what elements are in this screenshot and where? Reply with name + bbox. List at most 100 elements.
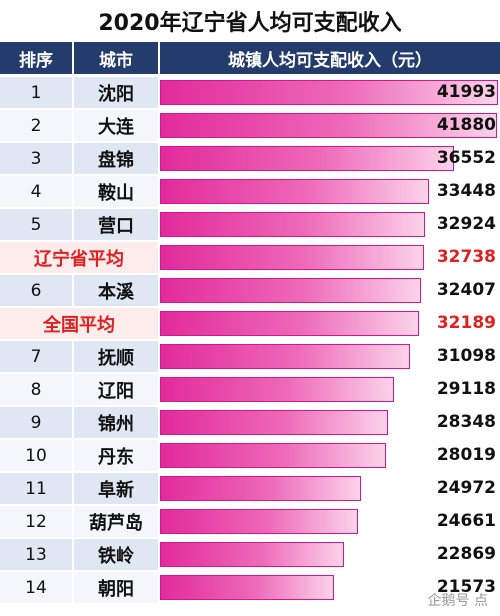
table-row: 9 锦州 28348 [0, 406, 500, 439]
income-bar [160, 113, 497, 138]
rank-cell: 13 [0, 539, 72, 570]
income-bar [160, 443, 386, 468]
income-value-label: 31098 [436, 346, 496, 366]
bar-cell: 36552 [160, 143, 500, 174]
income-bar [160, 509, 358, 534]
table-row: 3 盘锦 36552 [0, 142, 500, 175]
rank-cell: 6 [0, 275, 72, 306]
rank-cell: 14 [0, 572, 72, 603]
income-value-label: 33448 [436, 181, 496, 201]
table-row: 11 阜新 24972 [0, 472, 500, 505]
bar-cell: 31098 [160, 341, 500, 372]
income-value-label: 32407 [436, 280, 496, 300]
average-label: 辽宁省平均 [0, 242, 158, 273]
table-row: 13 铁岭 22869 [0, 538, 500, 571]
bar-cell: 28348 [160, 407, 500, 438]
city-label: 沈阳 [74, 77, 158, 108]
city-label: 铁岭 [74, 539, 158, 570]
header-income: 城镇人均可支配收入（元） [160, 42, 500, 74]
bar-cell: 28019 [160, 440, 500, 471]
bar-cell: 29118 [160, 374, 500, 405]
income-value-label: 28348 [436, 412, 496, 432]
average-label: 全国平均 [0, 308, 158, 339]
income-value-label: 29118 [436, 379, 496, 399]
income-bar [160, 179, 429, 204]
header-rank: 排序 [0, 42, 72, 74]
table-row: 12 葫芦岛 24661 [0, 505, 500, 538]
bar-cell: 32189 [160, 308, 500, 339]
city-label: 丹东 [74, 440, 158, 471]
income-value-label: 24661 [436, 511, 496, 531]
income-value-label: 41880 [436, 115, 496, 135]
city-label: 本溪 [74, 275, 158, 306]
bar-cell: 32924 [160, 209, 500, 240]
income-bar [160, 212, 425, 237]
rank-cell: 10 [0, 440, 72, 471]
table-row: 5 营口 32924 [0, 208, 500, 241]
table-row: 4 鞍山 33448 [0, 175, 500, 208]
bar-cell: 24661 [160, 506, 500, 537]
bar-cell: 21573 [160, 572, 500, 603]
income-bar [160, 146, 454, 171]
city-label: 辽阳 [74, 374, 158, 405]
income-bar [160, 344, 410, 369]
income-bar [160, 410, 388, 435]
page-title: 2020年辽宁省人均可支配收入 [98, 11, 402, 36]
rank-cell: 9 [0, 407, 72, 438]
rank-cell: 8 [0, 374, 72, 405]
table-row: 2 大连 41880 [0, 109, 500, 142]
table-row: 6 本溪 32407 [0, 274, 500, 307]
income-bar [160, 278, 421, 303]
rank-cell: 2 [0, 110, 72, 141]
header-city: 城市 [74, 42, 158, 74]
bar-cell: 33448 [160, 176, 500, 207]
income-bar [160, 80, 498, 105]
city-label: 鞍山 [74, 176, 158, 207]
rank-cell: 5 [0, 209, 72, 240]
city-label: 锦州 [74, 407, 158, 438]
table-row: 10 丹东 28019 [0, 439, 500, 472]
income-value-label: 32924 [436, 214, 496, 234]
rank-cell: 7 [0, 341, 72, 372]
bar-cell: 32407 [160, 275, 500, 306]
city-label: 营口 [74, 209, 158, 240]
table-row: 7 抚顺 31098 [0, 340, 500, 373]
rank-cell: 4 [0, 176, 72, 207]
watermark: 企鹅号 点 [427, 593, 488, 609]
city-label: 盘锦 [74, 143, 158, 174]
income-bar [160, 542, 344, 567]
income-value-label: 21573 [436, 577, 496, 597]
income-bar [160, 476, 361, 501]
city-label: 大连 [74, 110, 158, 141]
income-bar [160, 575, 334, 600]
table-row: 辽宁省平均 32738 [0, 241, 500, 274]
city-label: 朝阳 [74, 572, 158, 603]
table-row: 全国平均 32189 [0, 307, 500, 340]
rank-cell: 1 [0, 77, 72, 108]
bar-cell: 22869 [160, 539, 500, 570]
income-bar [160, 311, 419, 336]
income-value-label: 32189 [436, 313, 496, 333]
rank-cell: 12 [0, 506, 72, 537]
income-value-label: 41993 [436, 82, 496, 102]
city-label: 阜新 [74, 473, 158, 504]
table-row: 14 朝阳 21573 [0, 571, 500, 604]
income-value-label: 22869 [436, 544, 496, 564]
bar-cell: 24972 [160, 473, 500, 504]
income-value-label: 32738 [436, 247, 496, 267]
income-value-label: 36552 [436, 148, 496, 168]
rank-cell: 11 [0, 473, 72, 504]
income-value-label: 24972 [436, 478, 496, 498]
bar-cell: 41880 [160, 110, 500, 141]
income-bar [160, 377, 394, 402]
city-label: 葫芦岛 [74, 506, 158, 537]
bar-cell: 41993 [160, 77, 500, 108]
table-row: 8 辽阳 29118 [0, 373, 500, 406]
city-label: 抚顺 [74, 341, 158, 372]
rank-cell: 3 [0, 143, 72, 174]
table-row: 1 沈阳 41993 [0, 76, 500, 109]
income-value-label: 28019 [436, 445, 496, 465]
bar-cell: 32738 [160, 242, 500, 273]
income-bar [160, 245, 424, 270]
